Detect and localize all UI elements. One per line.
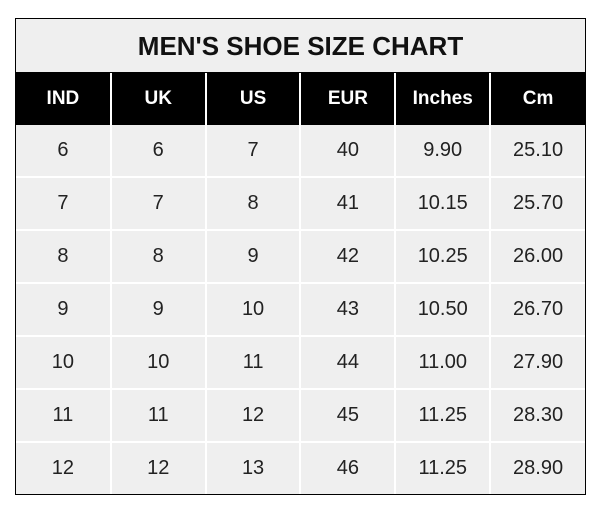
cell-us: 11 [204, 335, 301, 389]
cell-eur: 46 [299, 441, 396, 494]
cell-uk: 10 [109, 335, 206, 389]
cell-us: 12 [204, 388, 301, 442]
cell-uk: 7 [109, 176, 206, 230]
cell-ind: 10 [16, 335, 111, 389]
table-row: 6 6 7 40 9.90 25.10 [16, 125, 585, 177]
cell-uk: 12 [109, 441, 206, 494]
cell-ind: 12 [16, 441, 111, 494]
cell-us: 7 [204, 125, 301, 177]
column-header-cm: Cm [489, 73, 585, 125]
cell-inches: 11.25 [394, 441, 491, 494]
cell-inches: 9.90 [394, 125, 491, 177]
cell-cm: 28.90 [489, 441, 585, 494]
cell-cm: 26.00 [489, 229, 585, 283]
cell-eur: 40 [299, 125, 396, 177]
cell-inches: 10.15 [394, 176, 491, 230]
chart-title: MEN'S SHOE SIZE CHART [16, 19, 585, 73]
table-row: 8 8 9 42 10.25 26.00 [16, 229, 585, 283]
cell-inches: 11.25 [394, 388, 491, 442]
cell-inches: 10.50 [394, 282, 491, 336]
cell-ind: 7 [16, 176, 111, 230]
column-header-us: US [204, 73, 301, 125]
cell-uk: 6 [109, 125, 206, 177]
cell-cm: 25.10 [489, 125, 585, 177]
cell-eur: 41 [299, 176, 396, 230]
cell-uk: 9 [109, 282, 206, 336]
column-header-eur: EUR [299, 73, 396, 125]
cell-inches: 10.25 [394, 229, 491, 283]
cell-eur: 43 [299, 282, 396, 336]
cell-cm: 25.70 [489, 176, 585, 230]
header-row: IND UK US EUR Inches Cm [16, 73, 585, 125]
cell-ind: 11 [16, 388, 111, 442]
cell-cm: 26.70 [489, 282, 585, 336]
cell-uk: 8 [109, 229, 206, 283]
column-header-ind: IND [16, 73, 111, 125]
cell-inches: 11.00 [394, 335, 491, 389]
cell-cm: 27.90 [489, 335, 585, 389]
table-row: 12 12 13 46 11.25 28.90 [16, 441, 585, 494]
cell-us: 13 [204, 441, 301, 494]
cell-eur: 44 [299, 335, 396, 389]
cell-uk: 11 [109, 388, 206, 442]
cell-us: 9 [204, 229, 301, 283]
table-row: 9 9 10 43 10.50 26.70 [16, 282, 585, 336]
table-row: 7 7 8 41 10.15 25.70 [16, 176, 585, 230]
cell-ind: 8 [16, 229, 111, 283]
cell-cm: 28.30 [489, 388, 585, 442]
cell-eur: 45 [299, 388, 396, 442]
table-row: 10 10 11 44 11.00 27.90 [16, 335, 585, 389]
cell-us: 8 [204, 176, 301, 230]
cell-ind: 9 [16, 282, 111, 336]
cell-eur: 42 [299, 229, 396, 283]
size-chart-table: MEN'S SHOE SIZE CHART IND UK US EUR Inches Cm… [15, 18, 586, 495]
column-header-uk: UK [109, 73, 206, 125]
column-header-inches: Inches [394, 73, 491, 125]
size-table: IND UK US EUR Inches Cm 6 6 7 40 9.90 25.10 7 7 8 41 10… [16, 73, 585, 494]
cell-us: 10 [204, 282, 301, 336]
cell-ind: 6 [57, 139, 69, 161]
table-row: 11 11 12 45 11.25 28.30 [16, 388, 585, 442]
